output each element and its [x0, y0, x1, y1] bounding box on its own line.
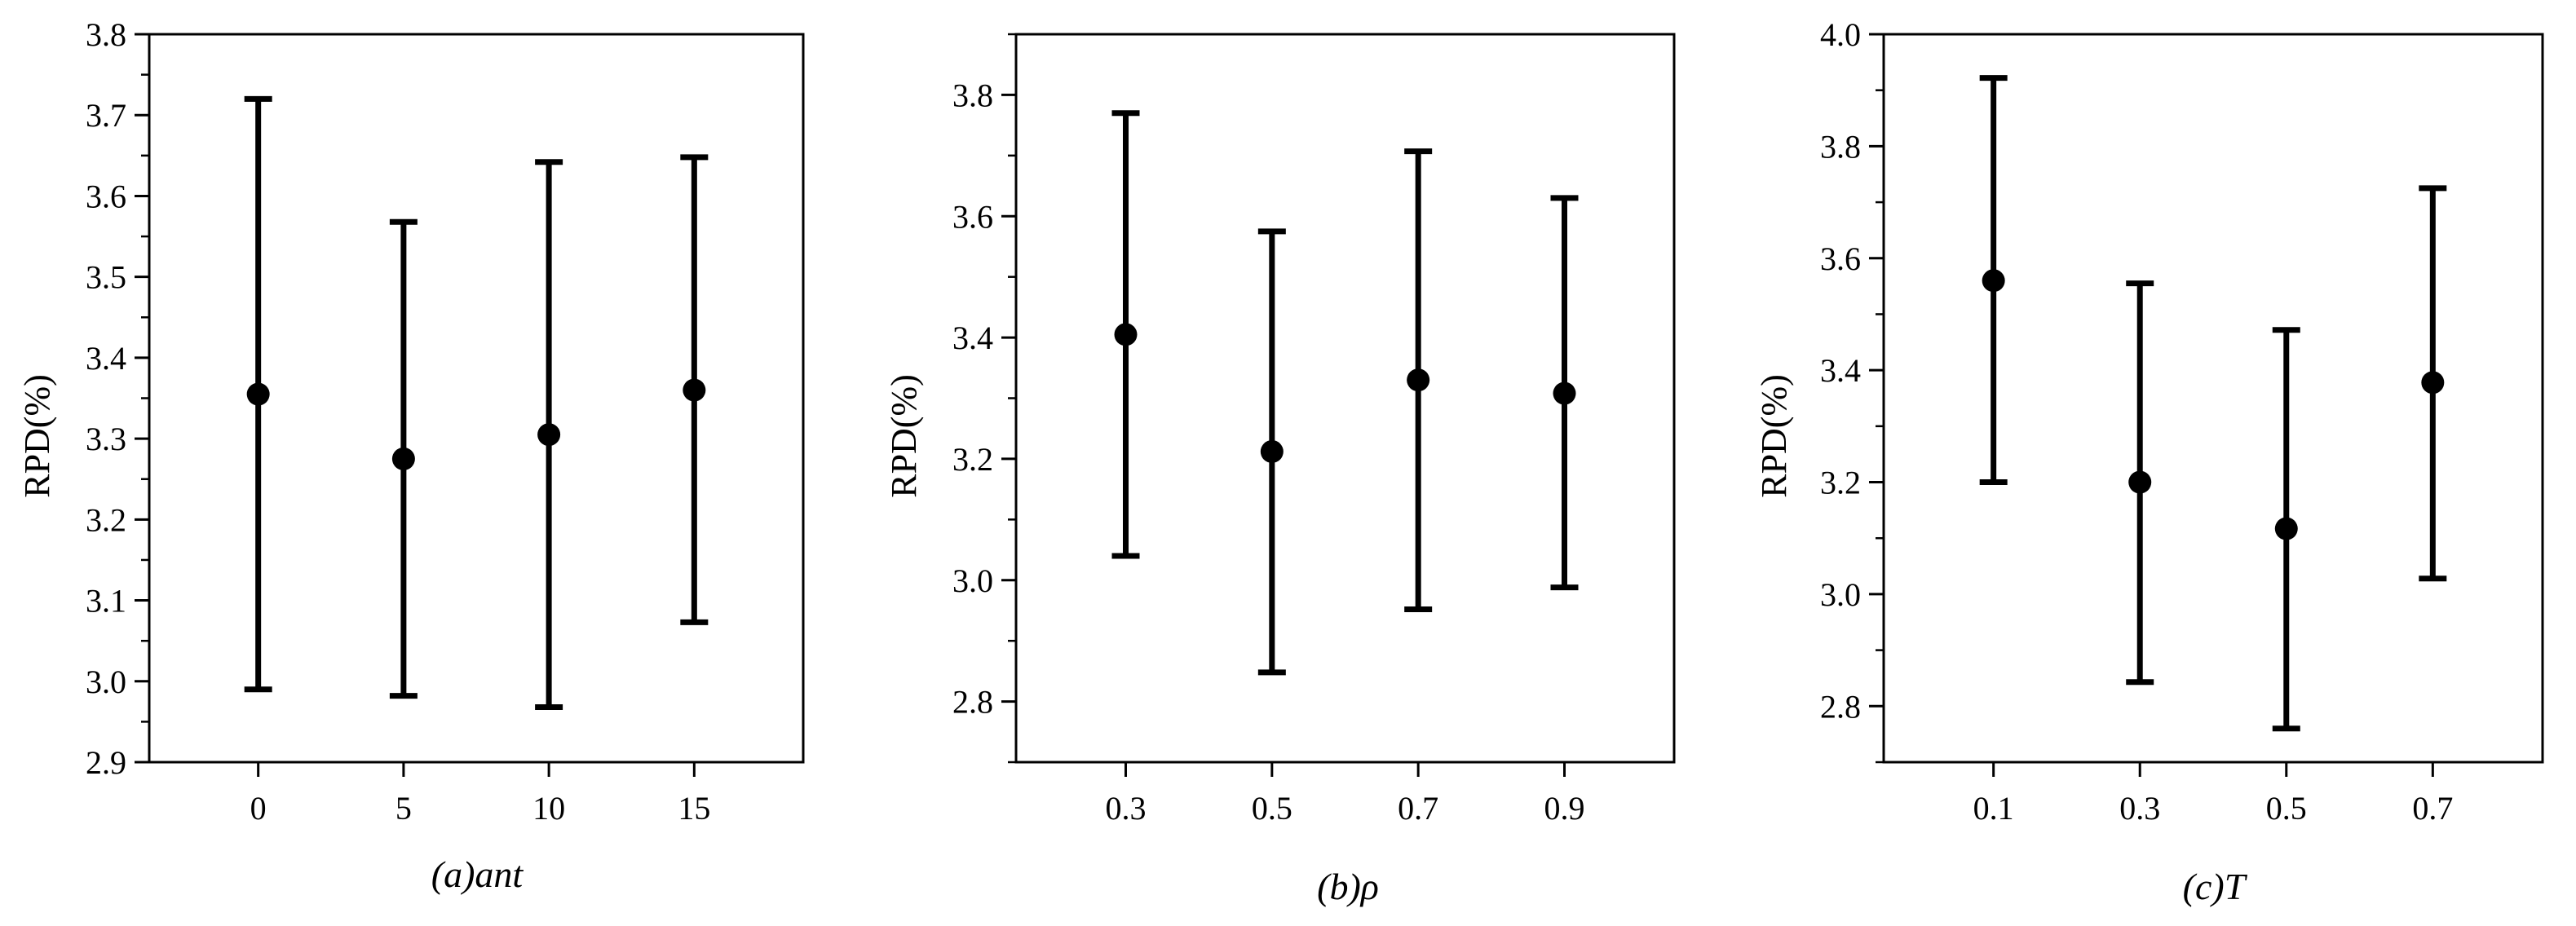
panel-c-ytick-label: 3.6 [1820, 240, 1861, 277]
panel-c-caption-var: T [2225, 866, 2248, 907]
panel-c-xtick-label: 0.1 [1973, 790, 2014, 827]
panel-c-point [1982, 269, 2005, 293]
panel-c-point [2421, 371, 2445, 395]
panel-c-point [2274, 517, 2298, 540]
panel-b: RPD(%) (b)ρ 2.8 3.0 3.2 3.4 3.6 3.8 0.3 0.5 0.7 0… [884, 33, 1676, 907]
panel-b-frame [1014, 33, 1676, 764]
panel-b-ytick-label: 2.8 [952, 684, 993, 721]
panel-a-ytick-label: 3.4 [86, 340, 126, 377]
panel-a-point [537, 423, 561, 447]
panel-c-ytick-label: 3.0 [1820, 576, 1861, 613]
panel-c-xtick-label: 0.3 [2119, 790, 2160, 827]
panel-a-caption: (a)ant [431, 853, 524, 895]
panel-a-xtick-label: 5 [395, 790, 412, 827]
panel-a-ytick-label: 3.8 [86, 16, 126, 53]
panel-a-xtick-label: 0 [250, 790, 267, 827]
panel-b-point [1114, 323, 1138, 346]
panel-b-ytick-label: 3.6 [952, 198, 993, 235]
panel-c-ytick-label: 2.8 [1820, 688, 1861, 725]
panel-a-ytick-label: 3.6 [86, 178, 126, 214]
panel-c-caption-prefix: (c) [2183, 866, 2225, 907]
panel-c-point [2128, 470, 2152, 494]
panel-a-ytick-label: 3.3 [86, 421, 126, 457]
panel-b-ytick-label: 3.8 [952, 77, 993, 113]
panel-a-xtick-label: 10 [532, 790, 565, 827]
panel-c-caption: (c)T [2183, 866, 2248, 907]
panel-b-xtick-label: 0.7 [1398, 790, 1438, 827]
panel-c-ytick-label: 3.8 [1820, 128, 1861, 165]
panel-a-xtick-label: 15 [678, 790, 710, 827]
panel-c-ylabel: RPD(%) [1754, 374, 1794, 498]
panel-b-xtick-label: 0.3 [1106, 790, 1147, 827]
panel-c-xtick-label: 0.7 [2412, 790, 2453, 827]
panel-a-caption-prefix: (a) [431, 853, 475, 895]
panel-a-frame [148, 33, 805, 764]
panel-b-point [1553, 381, 1576, 405]
panel-a-ylabel: RPD(%) [17, 374, 57, 498]
panel-a-point [683, 378, 706, 402]
panel-a-ytick-label: 3.7 [86, 97, 126, 134]
panel-a-point [391, 447, 415, 470]
panel-c-ytick-label: 4.0 [1820, 16, 1861, 53]
panel-b-point [1260, 439, 1284, 463]
panel-b-ytick-label: 3.4 [952, 320, 993, 356]
panel-a: RPD(%) (a)ant 2.9 3.0 3.1 3.2 3.3 3.4 3.5 3.6 3.… [17, 16, 805, 895]
panel-c-frame [1882, 33, 2544, 764]
panel-b-xtick-label: 0.9 [1544, 790, 1585, 827]
panel-a-ytick-label: 2.9 [86, 744, 126, 781]
panel-a-ytick-label: 3.2 [86, 501, 126, 538]
panel-b-point [1407, 368, 1430, 392]
panel-b-caption-prefix: (b) [1317, 866, 1361, 907]
panel-b-ylabel: RPD(%) [884, 374, 924, 498]
panel-c-xtick-label: 0.5 [2266, 790, 2307, 827]
panel-a-ytick-label: 3.0 [86, 664, 126, 700]
panel-c-ytick-label: 3.2 [1820, 465, 1861, 501]
panel-a-caption-var: ant [475, 853, 524, 895]
panel-c: RPD(%) (c)T 2.8 3.0 3.2 3.4 3.6 3.8 4.0 0.1 0.3 0… [1754, 16, 2544, 907]
panel-a-ytick-label: 3.1 [86, 583, 126, 620]
panel-a-point [246, 382, 270, 406]
panel-b-ytick-label: 3.0 [952, 562, 993, 599]
panel-b-xtick-label: 0.5 [1252, 790, 1292, 827]
panel-c-ytick-label: 3.4 [1820, 352, 1861, 389]
panel-a-ytick-label: 3.5 [86, 259, 126, 296]
panel-b-ytick-label: 3.2 [952, 441, 993, 478]
panel-b-caption-var: ρ [1359, 866, 1379, 907]
panel-b-caption: (b)ρ [1317, 866, 1379, 907]
